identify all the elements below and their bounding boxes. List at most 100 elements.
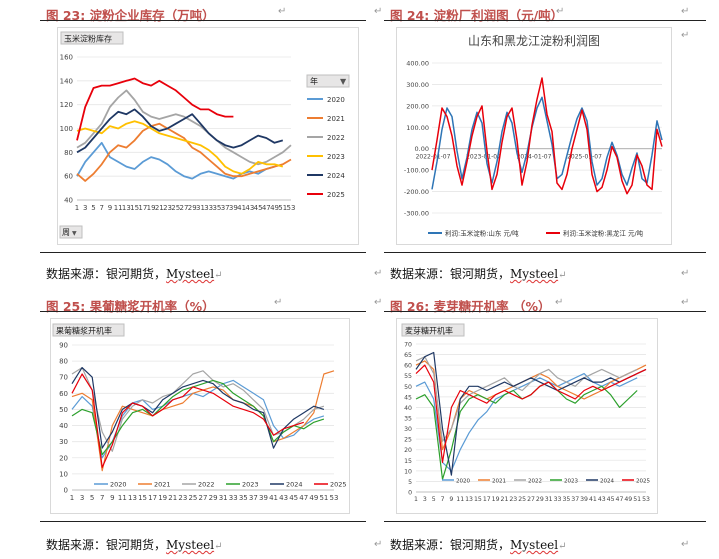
x-tick-label: 31 <box>219 494 228 502</box>
x-tick-label: 1 <box>414 496 418 503</box>
x-tick-label: 21 <box>501 496 509 503</box>
x-tick-label: 9 <box>108 204 112 212</box>
figure-caption: 果葡糖浆开机率（%） <box>89 299 215 314</box>
x-tick-label: 51 <box>278 204 287 212</box>
legend-label-2025: 2025 <box>330 481 347 489</box>
x-tick-label: 49 <box>270 204 279 212</box>
x-tick-label: 3 <box>80 494 84 502</box>
week-filter-label: 周 <box>62 228 70 237</box>
x-tick-label: 33 <box>229 494 238 502</box>
y-tick-label: 50 <box>59 406 68 414</box>
y-tick-label: 60 <box>404 363 412 370</box>
paragraph-mark: ↵ <box>681 30 690 41</box>
legend-label-2022: 2022 <box>327 134 345 142</box>
paragraph-mark: ↵ <box>558 270 567 281</box>
source-note: 数据来源：银河期货，Mysteel↵ <box>46 536 223 553</box>
y-tick-label: 30 <box>404 426 412 433</box>
figure-caption: 麦芽糖开机率 （%） <box>433 299 551 314</box>
series-line-2025 <box>71 373 304 468</box>
x-tick-label: 5 <box>432 496 436 503</box>
x-tick-label: 13 <box>128 494 137 502</box>
x-tick-label: 19 <box>158 494 167 502</box>
y-tick-label: 10 <box>59 470 68 478</box>
y-tick-label: 65 <box>404 352 412 359</box>
legend-label-series: 利润:玉米淀粉:山东 元/吨 <box>445 229 519 238</box>
figure-number: 图 25: <box>46 299 86 314</box>
x-tick-label: 53 <box>642 496 650 503</box>
chart-frame <box>396 318 658 514</box>
x-tick-label: 27 <box>199 494 208 502</box>
x-tick-label: 53 <box>330 494 339 502</box>
source-brand: Mysteel <box>166 267 215 281</box>
x-tick-label: 39 <box>259 494 268 502</box>
y-tick-label: 100 <box>60 125 73 133</box>
paragraph-mark: ↵ <box>556 6 565 17</box>
legend-label-2021: 2021 <box>492 479 506 485</box>
x-tick-label: 3 <box>83 204 87 212</box>
y-tick-label: 0 <box>64 487 68 495</box>
series-line-series <box>431 77 663 195</box>
chart-frame <box>396 27 672 245</box>
figure-caption: 淀粉企业库存（万吨） <box>89 8 215 23</box>
x-tick-label: 51 <box>633 496 641 503</box>
x-tick-label: 19 <box>492 496 500 503</box>
series-line-2025 <box>76 77 234 141</box>
x-tick-label: 5 <box>90 494 94 502</box>
x-tick-label: 43 <box>245 204 254 212</box>
y-tick-label: 25 <box>404 437 412 444</box>
chart-header-label: 玉米淀粉库存 <box>64 34 112 44</box>
paragraph-mark: ↵ <box>214 541 223 552</box>
source-prefix: 数据来源：银河期货， <box>46 538 167 552</box>
chart-header-label: 麦芽糖开机率 <box>405 326 453 336</box>
x-tick-label: 2022-01-07 <box>416 154 451 161</box>
legend-header-box <box>306 74 350 88</box>
x-tick-label: 35 <box>562 496 570 503</box>
x-tick-label: 29 <box>209 494 218 502</box>
paragraph-mark: ↵ <box>681 297 690 308</box>
legend-label-2025: 2025 <box>636 479 650 485</box>
y-tick-label: 20 <box>59 454 68 462</box>
y-tick-label: 55 <box>404 373 412 380</box>
paragraph-mark: ↵ <box>558 541 567 552</box>
x-tick-label: 23 <box>178 494 187 502</box>
x-tick-label: 13 <box>465 496 473 503</box>
x-tick-label: 37 <box>249 494 258 502</box>
legend-label-2021: 2021 <box>154 481 171 489</box>
y-tick-label: 70 <box>59 374 68 382</box>
legend-label-2022: 2022 <box>198 481 215 489</box>
y-tick-label: 30 <box>59 438 68 446</box>
chart-header-box <box>401 323 465 337</box>
series-line-2021 <box>76 122 292 182</box>
paragraph-mark: ↵ <box>374 539 383 550</box>
x-tick-label: 2025-01-07 <box>567 154 602 161</box>
paragraph-mark: ↵ <box>374 297 383 308</box>
divider <box>40 311 366 312</box>
y-tick-label: 200.00 <box>406 102 429 110</box>
source-note: 数据来源：银河期货，Mysteel↵ <box>46 265 223 282</box>
x-tick-label: 53 <box>287 204 296 212</box>
x-tick-label: 33 <box>554 496 562 503</box>
divider <box>384 252 706 253</box>
series-line-2020 <box>71 379 325 459</box>
y-tick-label: -200.00 <box>404 188 429 196</box>
source-brand: Mysteel <box>510 538 559 552</box>
x-tick-label: 7 <box>441 496 445 503</box>
chart-header-box <box>60 31 124 45</box>
legend-label-2020: 2020 <box>327 96 345 104</box>
x-tick-label: 15 <box>130 204 139 212</box>
x-tick-label: 43 <box>598 496 606 503</box>
filter-icon: ▼ <box>340 77 347 86</box>
paragraph-mark: ↵ <box>374 6 383 17</box>
y-tick-label: 120 <box>60 101 73 109</box>
paragraph-mark: ↵ <box>278 6 287 17</box>
y-tick-label: 100.00 <box>406 124 429 132</box>
x-tick-label: 45 <box>289 494 298 502</box>
source-brand: Mysteel <box>510 267 559 281</box>
x-tick-label: 47 <box>262 204 271 212</box>
figure-title: 图 25: 果葡糖浆开机率（%） <box>46 296 215 315</box>
y-tick-label: -300.00 <box>404 210 429 218</box>
figure-number: 图 24: <box>390 8 430 23</box>
y-tick-label: 0.00 <box>415 145 429 153</box>
x-tick-label: 39 <box>580 496 588 503</box>
x-tick-label: 1 <box>70 494 74 502</box>
